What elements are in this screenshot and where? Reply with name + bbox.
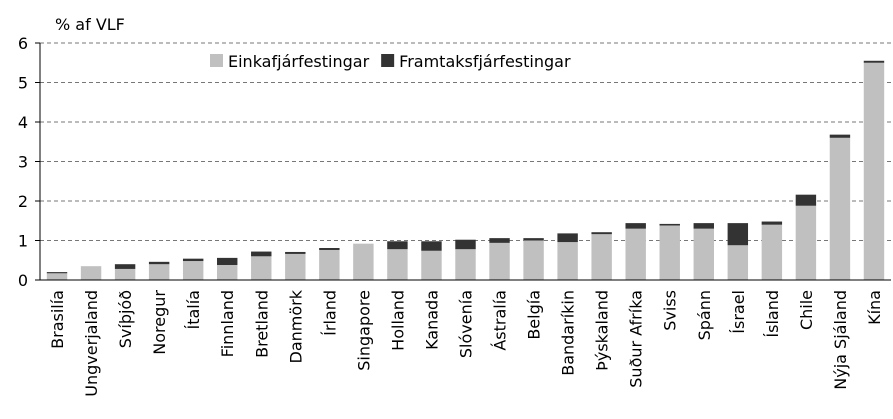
x-tick-label: Chile	[797, 290, 816, 330]
bar-segment	[795, 205, 817, 280]
legend-label: Einkafjárfestingar	[228, 52, 370, 71]
bar-segment	[693, 223, 714, 229]
bar-segment	[217, 264, 238, 280]
bar-segment	[727, 245, 749, 280]
bar-segment	[114, 268, 136, 280]
x-tick-label: Svíþjóð	[116, 290, 135, 348]
y-tick-label: 4	[18, 113, 28, 132]
x-tick-label: Írland	[320, 290, 339, 336]
x-tick-label: Kanada	[422, 290, 441, 350]
x-tick-label: Ísland	[763, 290, 782, 338]
bar-segment	[114, 264, 136, 269]
bar-segment	[182, 258, 204, 262]
bar-segment	[863, 60, 885, 63]
bar-segment	[387, 241, 408, 250]
legend-label: Framtaksfjárfestingar	[399, 52, 571, 71]
x-tick-label: Danmörk	[286, 289, 305, 363]
bar-segment	[693, 228, 714, 280]
x-tick-label: Ástralía	[491, 290, 510, 351]
x-tick-label: Finnland	[218, 290, 237, 357]
bar-segment	[46, 272, 68, 274]
bar-segment	[829, 137, 851, 280]
x-tick-label: Belgía	[525, 290, 544, 340]
x-tick-label: Spánn	[695, 290, 714, 340]
bar-segment	[557, 233, 578, 243]
bar-segment	[523, 240, 544, 280]
bar-segment	[285, 251, 306, 254]
bar-segment	[489, 238, 510, 243]
x-tick-label: Ítalía	[184, 290, 203, 330]
x-tick-label: Singapore	[354, 290, 373, 371]
bar-segment	[455, 239, 476, 250]
x-tick-label: Suður Afríka	[627, 290, 646, 388]
y-tick-label: 6	[18, 34, 28, 53]
x-tick-label: Bretland	[252, 290, 271, 358]
legend-swatch	[210, 54, 223, 67]
bar-segment	[251, 256, 272, 280]
bar-segment	[659, 225, 680, 280]
bar-segment	[455, 249, 476, 280]
bar-segment	[387, 249, 408, 280]
bar-segment	[795, 194, 817, 206]
x-tick-label: Bandaríkin	[559, 290, 578, 376]
x-tick-label: Brasilía	[48, 290, 67, 349]
bar-segment	[591, 232, 612, 235]
bar-segment	[761, 224, 783, 280]
bar-segment	[659, 223, 680, 226]
y-tick-label: 0	[18, 271, 28, 290]
y-tick-label: 2	[18, 192, 28, 211]
bar-segment	[182, 261, 204, 280]
bar-segment	[625, 228, 646, 280]
legend-swatch	[381, 54, 395, 67]
y-axis-label: % af VLF	[55, 15, 125, 34]
y-tick-label: 3	[18, 153, 28, 172]
x-tick-label: Kína	[865, 290, 884, 325]
bar-segment	[319, 248, 340, 250]
bar-segment	[251, 251, 272, 257]
bar-segment	[285, 253, 306, 280]
bar-segment	[421, 250, 442, 280]
bar-segment	[46, 273, 68, 280]
x-tick-label: Slóvenía	[457, 290, 476, 358]
x-tick-label: Nýja Sjáland	[831, 290, 850, 390]
x-tick-label: Noregur	[150, 290, 169, 355]
bar-segment	[829, 134, 851, 138]
x-tick-label: Þýskaland	[593, 290, 612, 371]
bar-segment	[217, 257, 238, 265]
bar-segment	[319, 249, 340, 280]
x-tick-label: Sviss	[661, 290, 680, 331]
bar-segment	[523, 238, 544, 241]
bar-segment	[148, 261, 170, 265]
bar-segment	[489, 242, 510, 280]
x-tick-label: Ungverjaland	[82, 290, 101, 397]
bar-segment	[148, 264, 170, 280]
y-tick-label: 5	[18, 74, 28, 93]
x-tick-label: Ísrael	[729, 290, 748, 334]
bar-segment	[80, 266, 102, 280]
bar-segment	[863, 62, 885, 280]
bar-segment	[625, 223, 646, 229]
bar-segment	[761, 221, 783, 225]
bar-segment	[557, 242, 578, 280]
y-tick-label: 1	[18, 232, 28, 251]
bar-segment	[591, 234, 612, 280]
bar-segment	[727, 223, 749, 246]
bar-segment	[421, 241, 442, 251]
bar-segment	[353, 243, 374, 280]
x-tick-label: Holland	[388, 290, 407, 351]
